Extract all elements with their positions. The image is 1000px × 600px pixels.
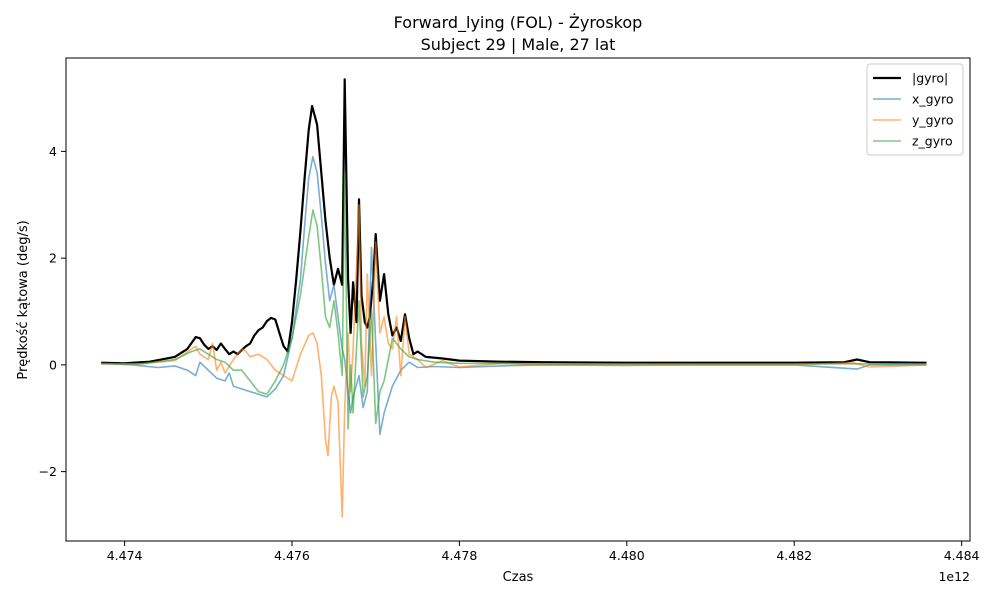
x-axis: 4.474 4.476 4.478 4.480 4.482 4.484 (107, 541, 980, 563)
chart-subtitle: Subject 29 | Male, 27 lat (421, 35, 616, 54)
x-axis-label: Czas (503, 570, 534, 585)
y-tick-label: 0 (49, 357, 57, 372)
x-tick-label: 4.474 (107, 548, 143, 563)
series-line-2 (101, 204, 927, 518)
chart-title: Forward_lying (FOL) - Żyroskop (394, 13, 643, 33)
y-tick-label: 2 (49, 251, 57, 266)
series-line-1 (101, 155, 927, 436)
series-line-3 (101, 171, 927, 430)
x-tick-label: 4.476 (274, 548, 310, 563)
legend-frame (866, 63, 964, 156)
x-tick-label: 4.480 (609, 548, 645, 563)
series-layer (101, 78, 927, 518)
x-tick-label: 4.482 (776, 548, 812, 563)
legend: |gyro| x_gyro y_gyro z_gyro (866, 63, 964, 156)
plot-area-frame (65, 57, 971, 542)
x-offset-label: 1e12 (938, 569, 970, 584)
y-tick-label: 4 (49, 144, 57, 159)
legend-label: |gyro| (912, 71, 948, 86)
x-tick-label: 4.484 (944, 548, 980, 563)
legend-label: z_gyro (912, 134, 953, 149)
y-axis-label: Prędkość kątowa (deg/s) (16, 220, 31, 379)
x-tick-label: 4.478 (442, 548, 478, 563)
legend-label: y_gyro (912, 113, 954, 128)
legend-label: x_gyro (912, 92, 954, 107)
y-tick-label: −2 (39, 464, 57, 479)
series-line-0 (101, 78, 927, 365)
y-axis: −2 0 2 4 (39, 144, 66, 479)
